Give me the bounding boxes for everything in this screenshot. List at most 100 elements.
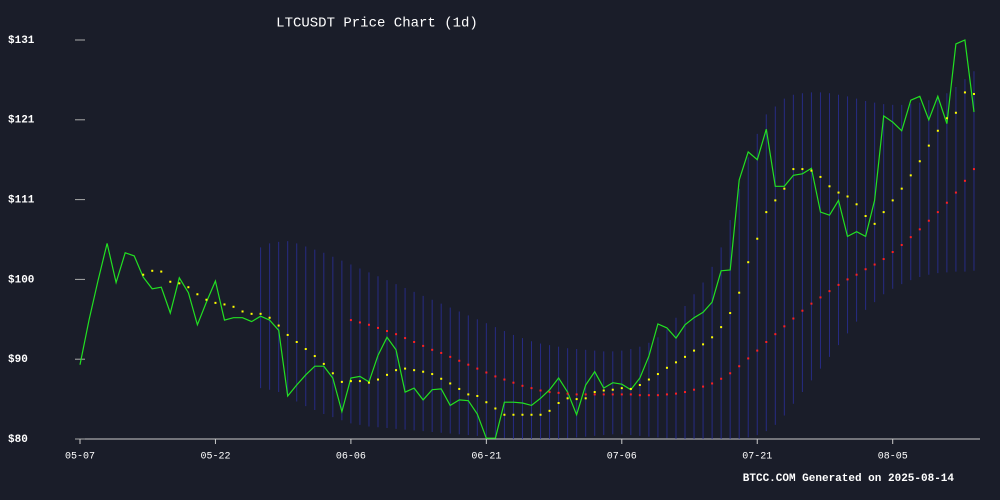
y-tick-label: $100 — [8, 274, 34, 286]
ma-dot — [855, 203, 858, 206]
ma-dot — [846, 278, 849, 281]
ma-dot — [693, 388, 696, 391]
ma-dot — [376, 326, 379, 329]
ma-dot — [918, 228, 921, 231]
y-tick-label: $111 — [8, 195, 35, 207]
ma-dot — [367, 381, 370, 384]
ma-dot — [873, 222, 876, 225]
ma-dot — [900, 187, 903, 190]
ma-dot — [963, 179, 966, 182]
ma-dot — [331, 372, 334, 375]
ma-dot — [801, 168, 804, 171]
ma-dot — [232, 305, 235, 308]
ma-dot — [250, 312, 253, 315]
ma-dot — [756, 349, 759, 352]
ma-dot — [142, 273, 145, 276]
ma-dot — [458, 387, 461, 390]
ma-dot — [503, 378, 506, 381]
ma-dot — [647, 394, 650, 397]
ma-dot — [476, 394, 479, 397]
ma-dot — [620, 393, 623, 396]
ma-dot — [819, 175, 822, 178]
ma-dot — [467, 363, 470, 366]
ma-dot — [539, 389, 542, 392]
ma-dot — [431, 373, 434, 376]
x-tick-label: 07-21 — [742, 452, 772, 463]
ma-dot — [530, 387, 533, 390]
ma-dot — [909, 174, 912, 177]
ma-dot — [684, 391, 687, 394]
ma-dot — [729, 312, 732, 315]
ma-dot — [187, 286, 190, 289]
ma-dot — [160, 270, 163, 273]
ma-dot — [738, 365, 741, 368]
ma-dot — [467, 393, 470, 396]
ma-dot — [846, 195, 849, 198]
ma-dot — [205, 298, 208, 301]
ma-dot — [485, 401, 488, 404]
ma-dot — [882, 258, 885, 261]
ma-dot — [575, 398, 578, 401]
ma-dot — [792, 168, 795, 171]
ma-dot — [395, 333, 398, 336]
ma-dot — [972, 168, 975, 171]
ma-dot — [349, 319, 352, 322]
ma-dot — [349, 380, 352, 383]
ma-dot — [909, 236, 912, 239]
ma-dot — [656, 394, 659, 397]
ma-dot — [927, 219, 930, 222]
ma-dot — [440, 377, 443, 380]
ma-dot — [449, 355, 452, 358]
ma-dot — [557, 391, 560, 394]
ma-dot — [765, 211, 768, 214]
ma-dot — [638, 384, 641, 387]
ma-dot — [557, 402, 560, 405]
ma-dot — [945, 117, 948, 120]
ma-dot — [684, 355, 687, 358]
ma-dot — [413, 340, 416, 343]
ma-dot — [422, 370, 425, 373]
ma-dot — [665, 393, 668, 396]
ma-dot — [295, 340, 298, 343]
ma-dot — [792, 317, 795, 320]
ma-dot — [774, 333, 777, 336]
ma-dot — [404, 337, 407, 340]
ma-dot — [503, 413, 506, 416]
ma-dot — [449, 382, 452, 385]
ma-dot — [720, 326, 723, 329]
ma-dot — [665, 366, 668, 369]
x-tick-label: 08-05 — [878, 452, 908, 463]
ma-dot — [611, 388, 614, 391]
ma-dot — [711, 382, 714, 385]
ma-dot — [512, 381, 515, 384]
ma-dot — [458, 359, 461, 362]
ma-dot — [864, 268, 867, 271]
ma-dot — [413, 369, 416, 372]
ma-dot — [756, 237, 759, 240]
ma-dot — [548, 409, 551, 412]
ma-dot — [629, 387, 632, 390]
ma-dot — [566, 397, 569, 400]
ma-dot — [954, 111, 957, 114]
ma-dot — [548, 391, 551, 394]
ma-dot — [431, 348, 434, 351]
ma-dot — [629, 393, 632, 396]
ma-dot — [178, 282, 181, 285]
ma-dot — [602, 393, 605, 396]
ma-dot — [358, 380, 361, 383]
ma-dot — [954, 191, 957, 194]
ma-dot — [810, 169, 813, 172]
ma-dot — [963, 91, 966, 94]
ma-dot — [674, 361, 677, 364]
y-tick-label: $121 — [8, 115, 35, 127]
ma-dot — [494, 375, 497, 378]
ma-dot — [891, 251, 894, 254]
ma-dot — [882, 211, 885, 214]
ma-dot — [810, 302, 813, 305]
chart-title: LTCUSDT Price Chart (1d) — [276, 16, 478, 32]
ma-dot — [584, 397, 587, 400]
ma-dot — [828, 185, 831, 188]
ma-dot — [864, 215, 867, 218]
x-tick-label: 05-22 — [200, 452, 230, 463]
ma-dot — [422, 344, 425, 347]
